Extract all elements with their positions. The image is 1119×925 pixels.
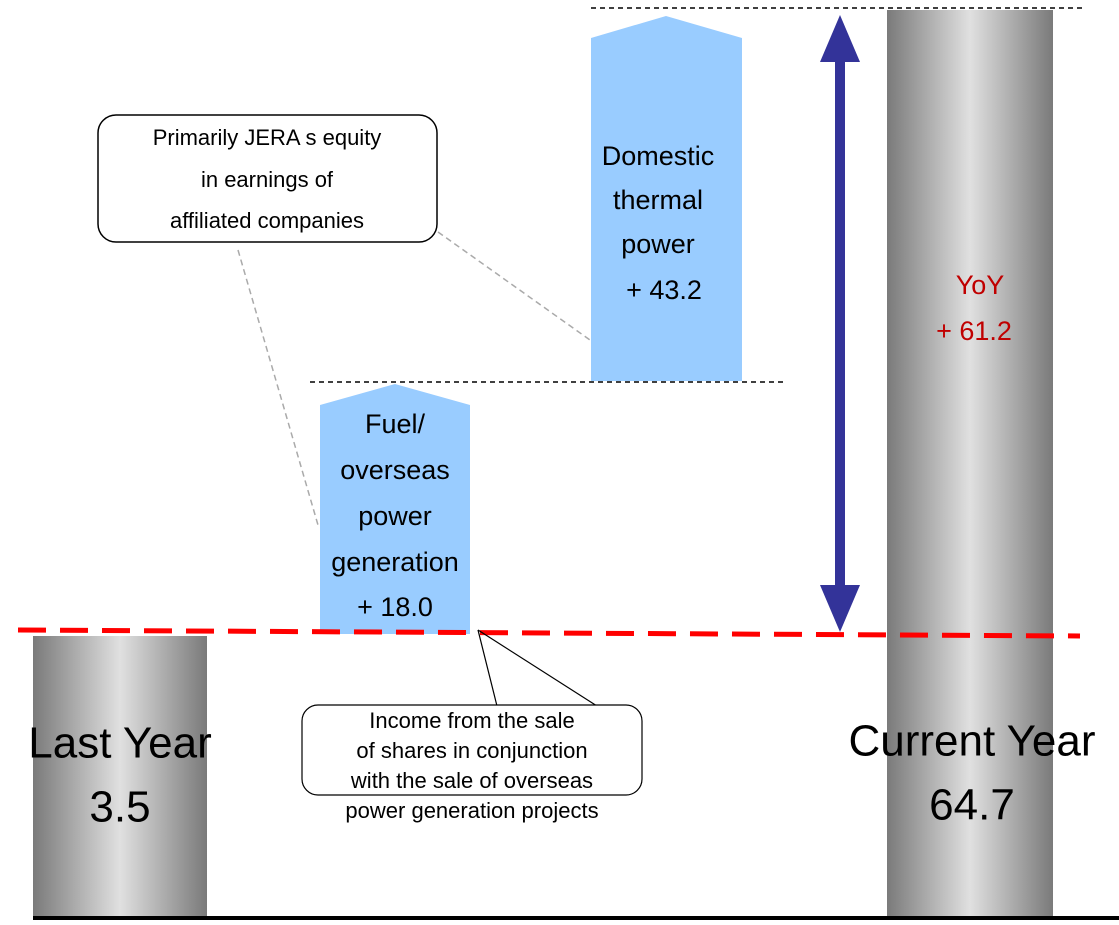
callout-pointer bbox=[237, 231, 591, 526]
callout-text: affiliated companies bbox=[170, 208, 364, 233]
step-text: overseas bbox=[340, 455, 450, 485]
baseline bbox=[17, 627, 1081, 639]
callout-text: Primarily JERA s equity bbox=[153, 125, 382, 150]
callout-box bbox=[301, 704, 643, 796]
bar-value: 64.7 bbox=[929, 781, 1015, 830]
step-value: + 43.2 bbox=[626, 275, 702, 305]
callout-pointer bbox=[477, 629, 598, 707]
step-text: power bbox=[358, 501, 432, 531]
callout-text: power generation projects bbox=[345, 798, 598, 823]
fuel-step bbox=[320, 384, 470, 634]
step-text: power bbox=[621, 229, 695, 259]
callout-text: with the sale of overseas bbox=[350, 768, 593, 793]
step-value: + 18.0 bbox=[357, 592, 433, 622]
bar-label: Last Year bbox=[28, 719, 212, 768]
callout-text: in earnings of bbox=[201, 167, 334, 192]
last-year-bar bbox=[33, 636, 207, 918]
step-text: thermal bbox=[613, 185, 703, 215]
yoy-arrow bbox=[820, 15, 860, 632]
step-text: generation bbox=[331, 547, 459, 577]
step-text: Domestic bbox=[602, 141, 715, 171]
yoy-value: + 61.2 bbox=[936, 316, 1012, 346]
yoy-label: YoY bbox=[956, 270, 1005, 300]
current-year-bar bbox=[887, 10, 1053, 918]
callout-text: Income from the sale bbox=[369, 708, 574, 733]
bar-value: 3.5 bbox=[89, 783, 150, 832]
bar-label: Current Year bbox=[848, 717, 1095, 766]
step-text: Fuel/ bbox=[365, 409, 426, 439]
guides bbox=[310, 7, 1082, 383]
callout-box bbox=[97, 114, 438, 243]
callout-text: of shares in conjunction bbox=[356, 738, 587, 763]
domestic-step bbox=[591, 16, 742, 381]
